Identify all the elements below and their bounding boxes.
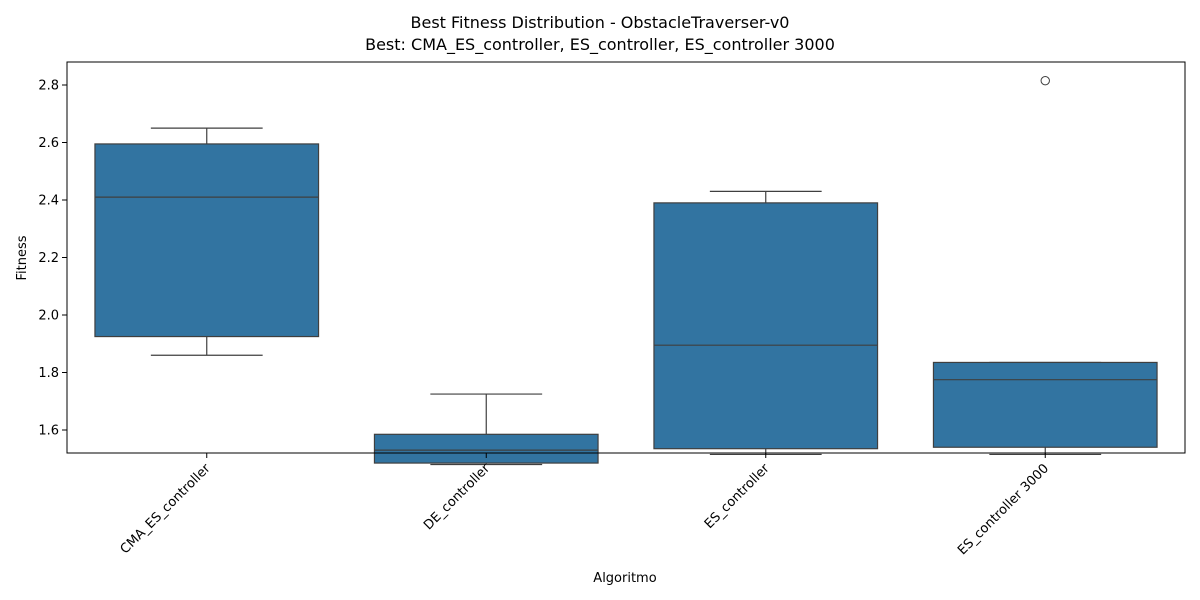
y-axis-ticks: 1.6 1.8 2.0 2.2 2.4 2.6 2.8 [38, 79, 67, 439]
x-tick-label: DE_controller [421, 461, 493, 533]
y-tick-label: 1.6 [38, 424, 59, 439]
outlier-point [1040, 75, 1050, 86]
box-es-controller [653, 202, 879, 450]
x-tick-label: ES_controller 3000 [955, 461, 1052, 558]
y-tick-label: 1.8 [38, 366, 59, 381]
chart-subtitle: Best: CMA_ES_controller, ES_controller, … [365, 35, 835, 54]
x-axis-ticks: CMA_ES_controller DE_controller ES_control… [118, 453, 1052, 558]
y-tick-label: 2.8 [38, 79, 59, 94]
y-tick-label: 2.4 [38, 194, 59, 209]
x-tick-label: CMA_ES_controller [118, 461, 214, 557]
y-tick-label: 2.0 [38, 309, 59, 324]
box-cma-es-controller [94, 143, 320, 338]
box-es-controller-3000 [932, 361, 1158, 448]
y-axis-label: Fitness [15, 235, 30, 280]
y-tick-label: 2.6 [38, 136, 59, 151]
y-tick-label: 2.2 [38, 251, 59, 266]
chart-title: Best Fitness Distribution - ObstacleTrav… [410, 13, 790, 32]
x-axis-label: Algoritmo [593, 571, 656, 586]
x-tick-label: ES_controller [702, 461, 773, 532]
boxes-layer [94, 75, 1158, 466]
box-de-controller [373, 433, 599, 464]
